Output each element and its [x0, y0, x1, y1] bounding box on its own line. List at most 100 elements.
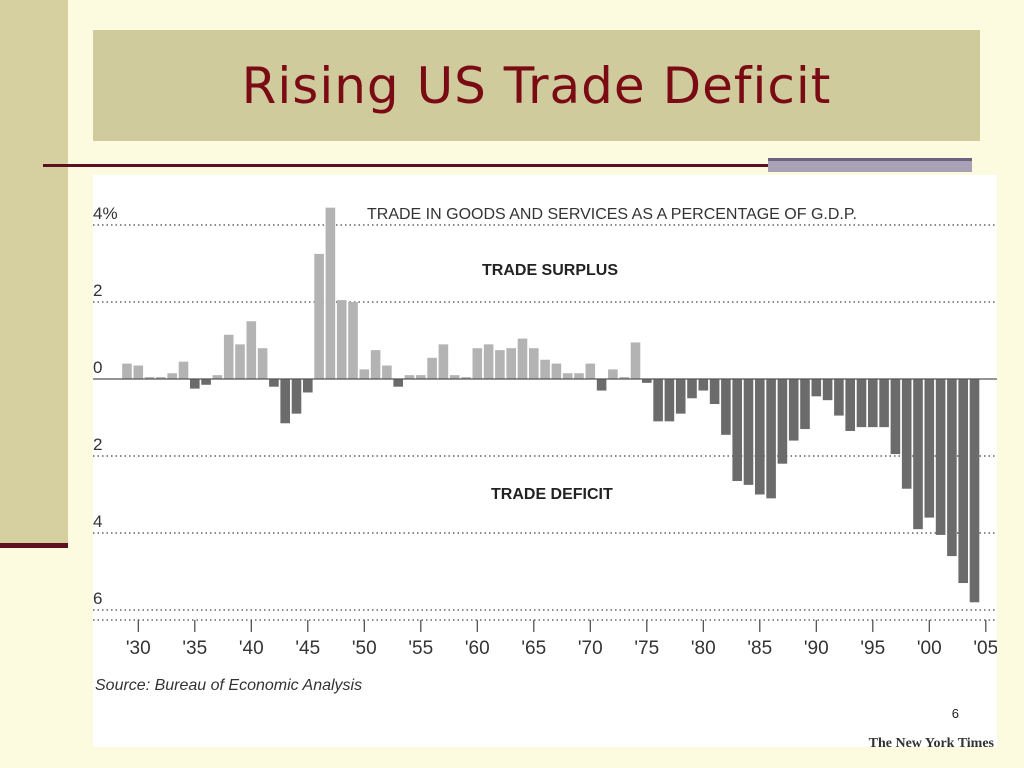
bar-1955: [416, 375, 426, 379]
y-tick-label: 4: [93, 512, 102, 531]
bar-1946: [314, 253, 324, 379]
bar-1960: [472, 348, 483, 379]
bar-1993: [845, 379, 855, 431]
bar-1996: [879, 379, 889, 428]
bar-1977: [664, 379, 675, 422]
bar-1994: [856, 379, 867, 428]
bar-1958: [449, 375, 460, 379]
bar-1995: [868, 379, 878, 428]
bar-1975: [642, 379, 652, 383]
bar-1963: [506, 348, 516, 379]
bar-1948: [336, 300, 347, 379]
bar-1984: [743, 379, 754, 485]
bar-1998: [901, 379, 912, 489]
x-tick-label: '35: [182, 638, 207, 659]
x-tick-label: '40: [239, 638, 264, 659]
bar-1979: [687, 379, 697, 399]
bar-1929: [122, 363, 132, 379]
divider-accent: [768, 158, 972, 172]
bar-1988: [788, 379, 799, 441]
bar-1986: [766, 379, 776, 499]
bar-1991: [822, 379, 833, 401]
bar-1959: [461, 377, 471, 379]
x-tick-label: '95: [860, 638, 885, 659]
bar-1964: [517, 338, 528, 379]
bar-1957: [438, 344, 449, 379]
bar-1954: [404, 375, 415, 379]
trade-surplus-label: TRADE SURPLUS: [482, 262, 618, 279]
title-divider: [43, 164, 770, 167]
credit-line: The New York Times: [869, 736, 995, 747]
y-tick-label: 4%: [93, 204, 118, 223]
bar-1978: [675, 379, 686, 414]
bar-1945: [303, 379, 313, 393]
bar-2001: [935, 379, 946, 535]
bar-1970: [585, 363, 596, 379]
page-number: 6: [951, 706, 959, 721]
bar-1987: [777, 379, 788, 464]
bar-1972: [608, 369, 618, 379]
bar-1943: [280, 379, 290, 424]
title-banner: Rising US Trade Deficit: [93, 30, 980, 141]
x-tick-label: '85: [747, 638, 772, 659]
bar-1935: [190, 379, 200, 389]
bar-1934: [178, 361, 189, 379]
bar-1940: [246, 321, 257, 379]
bar-1971: [596, 379, 607, 391]
bar-1990: [811, 379, 822, 397]
bar-1938: [223, 334, 234, 379]
bar-1950: [359, 369, 370, 379]
x-tick-label: '45: [295, 638, 320, 659]
bar-1932: [156, 377, 166, 379]
bar-1967: [551, 363, 562, 379]
x-tick-label: '55: [408, 638, 433, 659]
bar-1992: [834, 379, 844, 416]
sidebar-rule: [0, 543, 68, 548]
x-tick-label: '80: [691, 638, 716, 659]
bar-1933: [167, 373, 177, 379]
bar-1974: [630, 342, 641, 379]
bar-1936: [201, 379, 211, 385]
bar-1952: [382, 365, 392, 379]
bar-1999: [913, 379, 923, 530]
sidebar-decoration: [0, 0, 68, 545]
x-tick-label: '00: [917, 638, 942, 659]
x-tick-label: '60: [465, 638, 490, 659]
bar-2002: [947, 379, 957, 557]
bar-1982: [721, 379, 731, 435]
bar-1983: [732, 379, 742, 482]
source-note: Source: Bureau of Economic Analysis: [95, 677, 362, 694]
bar-1930: [133, 365, 144, 379]
x-tick-label: '75: [634, 638, 659, 659]
bar-1944: [291, 379, 302, 414]
bar-1965: [529, 348, 539, 379]
bar-1962: [495, 350, 505, 379]
bar-1947: [325, 207, 336, 379]
bar-1951: [370, 350, 381, 379]
bar-1949: [348, 302, 358, 379]
bar-1973: [619, 377, 629, 379]
trade-chart-svg: 4% 2 0 2 4 6 '30 '35 '40 '45 '50 '55 '60 '65 '70 '75 '80…: [93, 204, 997, 747]
bar-1989: [800, 379, 810, 430]
bar-1961: [483, 344, 494, 379]
bar-1968: [562, 373, 573, 379]
trade-chart: 4% 2 0 2 4 6 '30 '35 '40 '45 '50 '55 '60 '65 '70 '75 '80…: [93, 175, 997, 747]
bar-2000: [924, 379, 935, 518]
bar-1976: [653, 379, 663, 422]
bar-1953: [393, 379, 403, 387]
bar-2004: [969, 379, 980, 603]
bar-1997: [890, 379, 901, 455]
bar-1966: [540, 359, 550, 379]
bar-1969: [574, 373, 584, 379]
bar-1941: [257, 348, 268, 379]
bar-1942: [269, 379, 279, 387]
bar-1956: [427, 357, 437, 379]
bar-1937: [212, 375, 223, 379]
bar-1981: [709, 379, 720, 405]
bar-1931: [144, 377, 155, 379]
y-tick-label: 2: [93, 435, 102, 454]
y-tick-label: 6: [93, 589, 102, 608]
slide-title: Rising US Trade Deficit: [241, 56, 832, 115]
bar-1980: [698, 379, 709, 391]
chart-title: TRADE IN GOODS AND SERVICES AS A PERCENT…: [367, 206, 857, 223]
